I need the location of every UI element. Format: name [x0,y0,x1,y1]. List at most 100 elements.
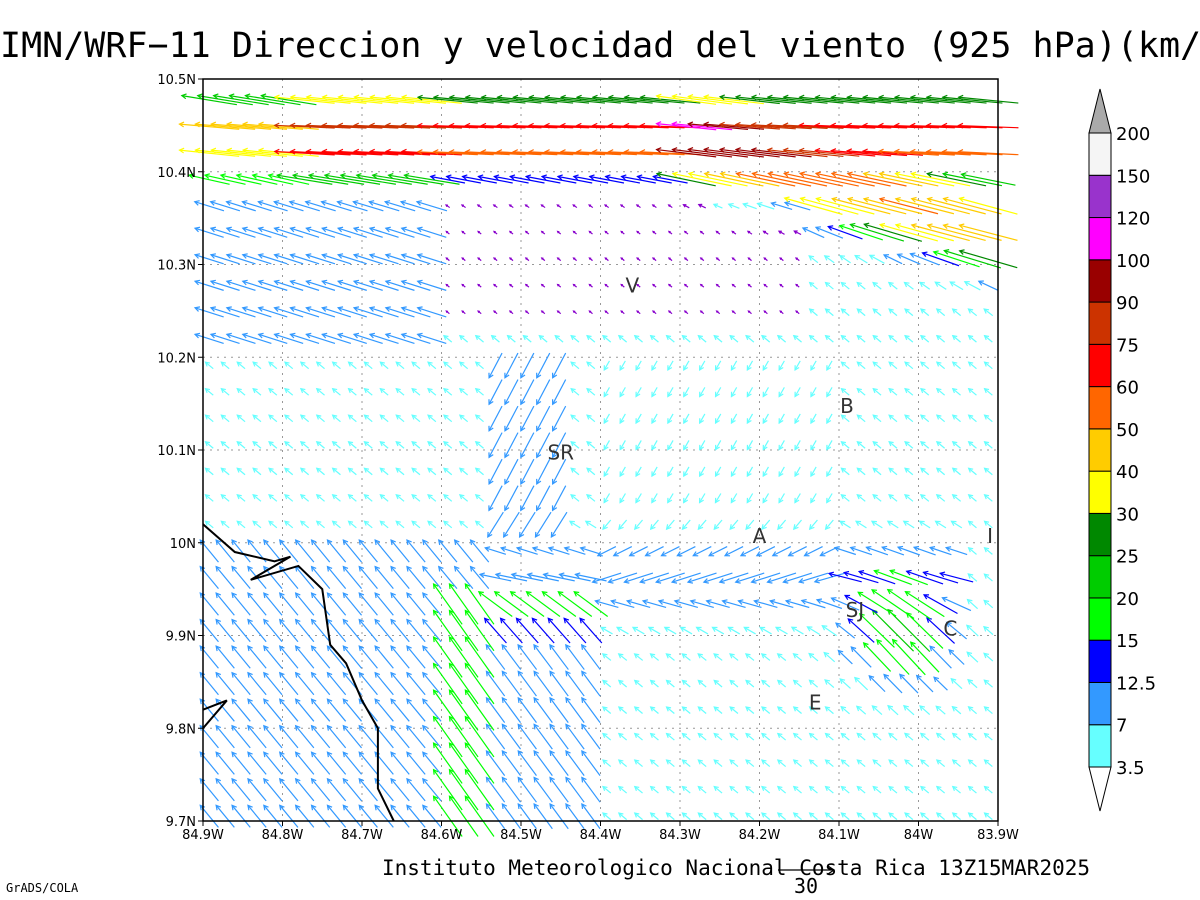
wind-vector [315,440,325,449]
wind-vector [746,360,754,372]
wind-vector [400,279,431,291]
wind-vector [904,308,914,317]
wind-vector [358,671,378,696]
wind-vector [400,332,431,345]
wind-vector [231,645,251,669]
wind-vector [252,414,262,423]
wind-vector [951,467,961,476]
y-tick-label: 10.4N [157,166,196,181]
wind-vector [196,93,253,106]
wind-vector [951,440,961,449]
wind-vector [963,281,981,291]
wind-vector [808,519,818,531]
wind-vector [458,414,469,423]
wind-vector [770,201,793,211]
wind-vector [935,308,946,317]
wind-vector [321,148,383,156]
wind-vector [983,679,993,688]
wind-vector [504,379,519,406]
wind-vector [278,592,299,616]
wind-vector [263,804,283,828]
wind-vector [810,360,817,372]
wind-vector [244,93,301,106]
wind-vector [453,539,474,563]
wind-vector [464,582,495,625]
wind-vector [826,413,833,425]
wind-vector [278,777,299,802]
station-label: E [809,691,822,715]
wind-vector [209,200,241,212]
wind-vector [556,174,593,184]
wind-vector [291,172,349,185]
wind-vector [872,759,882,768]
wind-vector [520,432,535,459]
wind-vector [919,494,930,502]
wind-vector [919,440,930,449]
wind-vector [549,696,569,723]
wind-vector [336,253,367,265]
wind-vector [944,546,968,556]
wind-vector [922,570,959,584]
wind-vector [887,281,898,290]
wind-vector [697,334,707,343]
wind-vector [506,334,516,343]
colorbar-swatch [1088,259,1112,303]
wind-vector [533,696,553,723]
wind-vector [910,196,970,215]
wind-vector [517,723,537,750]
wind-vector [665,679,675,688]
wind-vector [556,230,562,235]
wind-vector [798,94,860,104]
wind-vector [395,493,405,502]
wind-vector [967,414,977,423]
wind-vector [268,520,278,529]
wind-vector [194,147,256,157]
wind-vector [458,493,469,502]
wind-vector [681,785,691,794]
wind-vector [225,226,256,238]
wind-vector [512,94,574,104]
wind-vector [926,171,987,187]
wind-vector [714,413,722,425]
wind-vector [798,147,860,157]
wind-vector [887,608,931,653]
wind-vector [849,222,905,242]
wind-vector [427,520,437,529]
wind-vector [731,283,737,288]
wind-vector [750,122,812,130]
wind-vector [294,724,315,749]
wind-vector [762,466,769,478]
wind-vector [236,520,246,529]
wind-vector [898,673,919,694]
wind-vector [416,332,447,345]
colorbar-swatch [1088,639,1112,683]
wind-vector [315,467,325,476]
wind-vector [856,361,866,370]
wind-vector [697,785,707,794]
wind-vector [432,94,494,104]
wind-vector [652,174,688,184]
wind-vector [193,226,224,238]
wind-vector [543,149,606,156]
wind-vector [779,310,784,315]
wind-vector [766,147,828,158]
wind-vector [204,493,214,502]
wind-vector [813,572,845,584]
wind-vector [671,171,732,187]
wind-vector [384,279,415,291]
wind-vector [826,387,833,398]
wind-vector [411,361,421,370]
wind-vector [667,257,673,262]
wind-vector [935,759,946,768]
wind-vector [830,148,892,157]
wind-vector [808,732,818,741]
wind-vector [461,230,466,235]
wind-vector [477,591,513,617]
wind-vector [549,643,569,670]
wind-vector [760,759,771,768]
wind-vector [432,662,463,705]
wind-vector [427,361,437,370]
wind-vector [494,572,528,582]
wind-vector [730,440,738,451]
wind-vector [358,618,378,643]
